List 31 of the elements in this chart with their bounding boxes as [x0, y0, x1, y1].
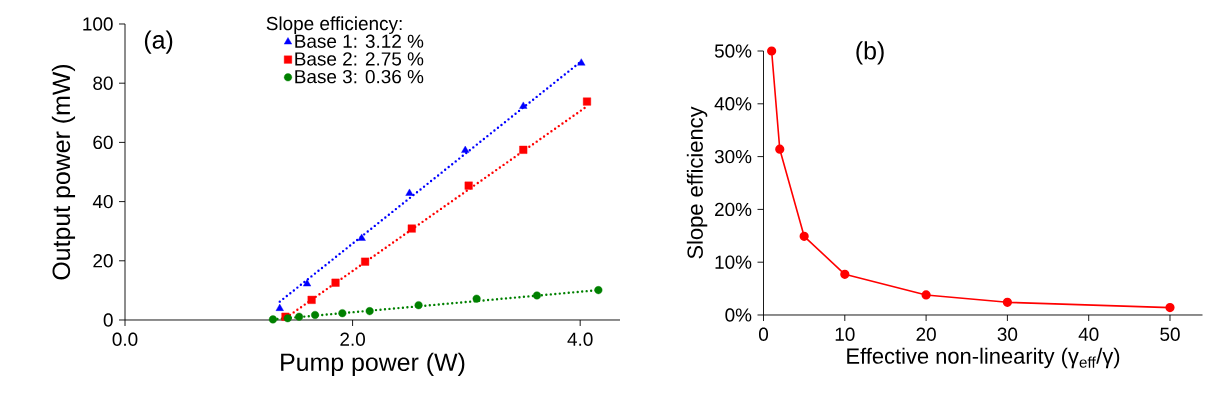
x-axis-title: Effective non-linearity (γ$_{eff}$/γ)	[847, 347, 1120, 369]
legend-label: Base 1: 3.12 %	[295, 34, 424, 48]
y-tick-label: 10%	[715, 255, 752, 269]
y-tick-label: 0%	[725, 308, 752, 322]
x-tick-label: 0	[758, 327, 769, 341]
annotation: (b)	[856, 41, 884, 65]
y-tick-label: 80	[93, 76, 113, 90]
legend-label: Base 2: 2.75 %	[295, 52, 424, 66]
x-axis-title: Pump power (W)	[281, 352, 465, 376]
y-tick-label: 50%	[714, 44, 752, 58]
x-tick-label: 30	[997, 327, 1018, 341]
y-tick-label: 60	[93, 135, 113, 150]
x-tick-label: 40	[1078, 327, 1099, 341]
y-tick-label: 30%	[714, 149, 752, 164]
y-axis-title: Output power (mW)	[51, 64, 76, 280]
y-tick-label: 20%	[715, 202, 752, 217]
x-tick-label: 2.0	[340, 332, 365, 346]
y-tick-label: 40	[92, 194, 113, 209]
y-tick-label: 100	[83, 17, 113, 31]
legend-label: Base 3: 0.36 %	[295, 69, 424, 84]
y-tick-label: 0	[103, 313, 113, 327]
x-tick-label: 20	[916, 327, 936, 341]
x-tick-label: 4.0	[567, 332, 593, 346]
y-axis-title: Slope efficiency	[686, 106, 708, 259]
x-tick-label: 50	[1160, 327, 1180, 341]
x-tick-label: 10	[835, 327, 855, 341]
y-tick-label: 20	[93, 254, 113, 268]
y-tick-label: 40%	[714, 97, 752, 111]
legend-title: Slope efficiency:	[266, 16, 402, 34]
annotation: (a)	[144, 30, 173, 54]
x-tick-label: 0.0	[112, 332, 138, 346]
